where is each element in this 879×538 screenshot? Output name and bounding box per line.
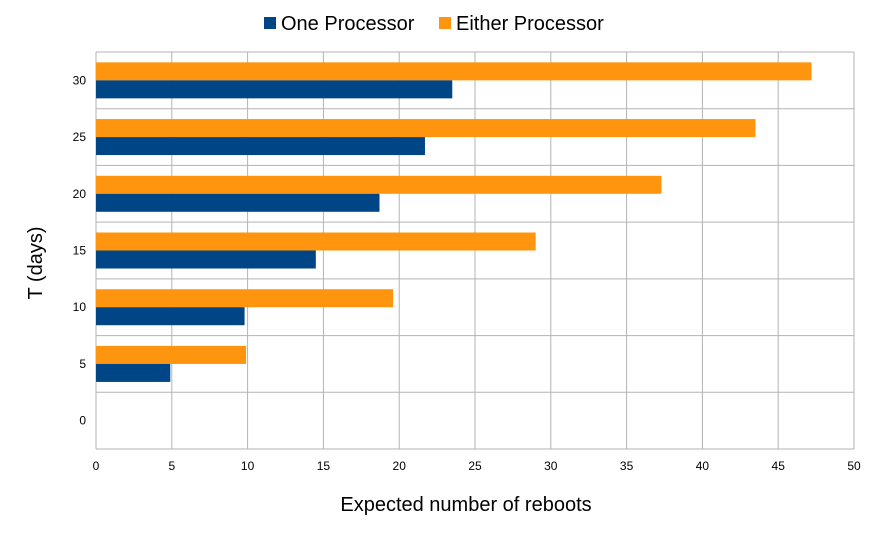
- x-axis-title: Expected number of reboots: [340, 494, 591, 516]
- x-tick-label: 15: [317, 459, 331, 473]
- x-tick-label: 0: [93, 459, 100, 473]
- bar-either-processor-t25: [96, 119, 756, 138]
- gridlines: [95, 51, 855, 450]
- y-tick-labels: 0 5 10 15 20 25 30: [73, 73, 87, 427]
- x-tick-label: 20: [393, 459, 407, 473]
- bar-either-processor-t5: [96, 345, 247, 364]
- bar-either-processor-t30: [96, 62, 812, 81]
- x-tick-label: 30: [544, 459, 558, 473]
- x-tick-label: 45: [772, 459, 786, 473]
- legend-label-one-processor: One Processor: [281, 13, 415, 35]
- y-tick-label: 30: [73, 73, 87, 87]
- x-tick-labels: 0 5 10 15 20 25 30 35 40 45 50: [93, 459, 861, 473]
- legend-swatch-one-processor: [264, 17, 276, 29]
- bars: [96, 62, 812, 382]
- x-tick-label: 40: [696, 459, 710, 473]
- y-tick-label: 15: [73, 244, 87, 258]
- y-tick-label: 10: [73, 300, 87, 314]
- bar-one-processor-t20: [96, 193, 380, 212]
- bar-one-processor-t25: [96, 137, 425, 156]
- x-tick-label: 50: [847, 459, 861, 473]
- y-tick-label: 0: [79, 414, 86, 428]
- bar-either-processor-t10: [96, 289, 394, 308]
- x-tick-label: 35: [620, 459, 634, 473]
- bar-one-processor-t10: [96, 307, 245, 326]
- bar-one-processor-t30: [96, 80, 453, 99]
- bar-one-processor-t5: [96, 363, 171, 382]
- x-tick-label: 5: [168, 459, 175, 473]
- legend-label-either-processor: Either Processor: [456, 13, 604, 35]
- y-axis-title: T (days): [25, 227, 47, 300]
- x-tick-label: 10: [241, 459, 255, 473]
- legend: One Processor Either Processor: [264, 13, 604, 35]
- x-tick-label: 25: [468, 459, 482, 473]
- bar-either-processor-t20: [96, 175, 662, 194]
- y-tick-label: 25: [73, 130, 87, 144]
- bar-one-processor-t15: [96, 250, 316, 269]
- legend-swatch-either-processor: [439, 17, 451, 29]
- y-tick-label: 5: [79, 357, 86, 371]
- y-tick-label: 20: [73, 187, 87, 201]
- bar-either-processor-t15: [96, 232, 536, 251]
